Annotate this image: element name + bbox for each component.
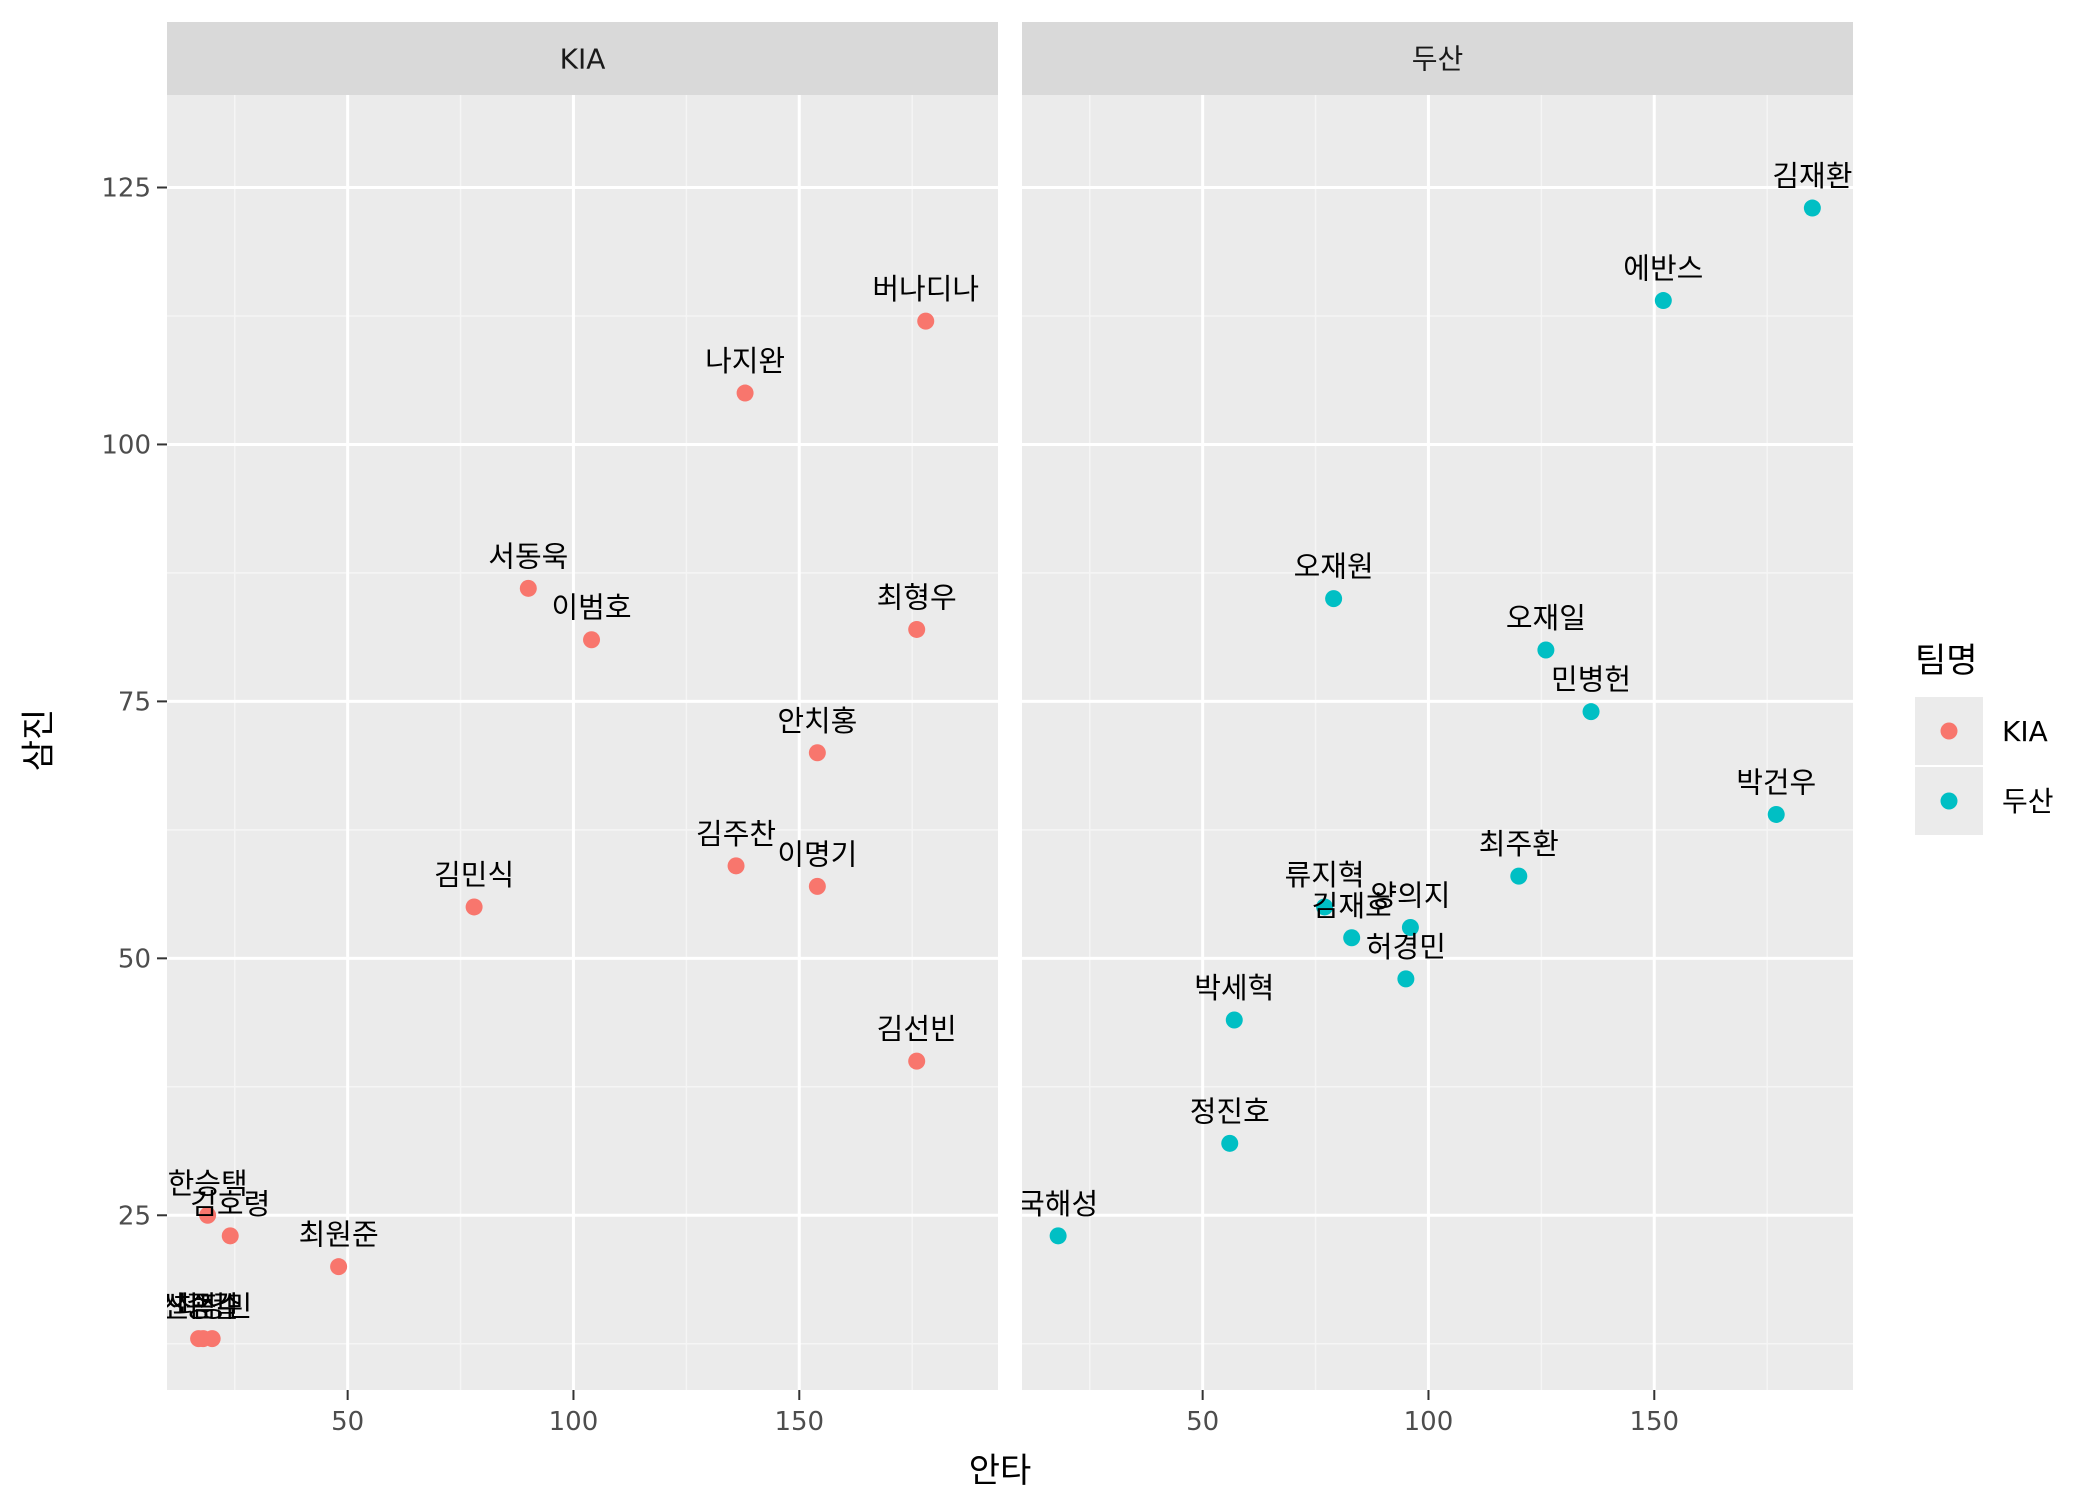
y-tick-label: 50: [118, 944, 151, 974]
data-point: [1537, 641, 1555, 659]
point-label: 박세혁: [1194, 971, 1274, 1005]
point-label: 서동욱: [488, 539, 568, 573]
point-label: 국해성: [1018, 1187, 1098, 1221]
point-label: 김재환: [1772, 159, 1852, 193]
point-label: 김민식: [434, 858, 514, 892]
panel-1: 두산 50 100 150 김재환에반스오재원오재일민병헌박건우최주환류지혁양의지김재호…: [1018, 22, 1853, 1437]
strip-background: [167, 22, 998, 95]
data-point: [1803, 199, 1821, 217]
point-label: 신종길: [159, 1290, 239, 1324]
point-label: 이범호: [552, 591, 632, 625]
data-point: [808, 877, 826, 895]
data-point: [1582, 703, 1600, 721]
panel-background: [167, 95, 998, 1390]
point-label: 박건우: [1736, 765, 1816, 799]
data-point: [519, 579, 537, 597]
data-point: [1325, 590, 1343, 608]
y-tick-label: 100: [101, 430, 151, 460]
y-tick-label: 75: [118, 687, 151, 717]
legend-label: 두산: [2002, 785, 2054, 818]
points-layer: 김재환에반스오재원오재일민병헌박건우최주환류지혁양의지김재호허경민박세혁정진호국…: [1018, 159, 1852, 1245]
point-label: 안치홍: [777, 704, 857, 738]
y-axis-title: 삼진: [19, 709, 59, 772]
data-point: [1767, 805, 1785, 823]
point-label: 김재호: [1312, 889, 1392, 923]
point-label: 나지완: [705, 344, 785, 378]
point-label: 류지혁: [1285, 858, 1365, 892]
x-tick-label: 50: [331, 1407, 364, 1437]
data-point: [221, 1227, 239, 1245]
data-point: [1397, 970, 1415, 988]
strip-label: KIA: [560, 43, 606, 76]
data-point: [1401, 919, 1419, 936]
x-tick-label: 50: [1186, 1407, 1219, 1437]
point-label: 최주환: [1479, 827, 1559, 861]
x-tick-label: 150: [774, 1407, 824, 1437]
point-label: 에반스: [1623, 252, 1703, 286]
legend-label: KIA: [2002, 715, 2048, 748]
point-label: 정진호: [1190, 1094, 1270, 1128]
point-label: 김주찬: [696, 817, 776, 851]
data-point: [1316, 898, 1334, 916]
data-point: [199, 1206, 217, 1224]
legend-key-point: [1940, 792, 1958, 810]
legend-key-point: [1940, 722, 1958, 740]
data-point: [1221, 1134, 1239, 1152]
data-point: [917, 312, 935, 330]
point-label: 양의지: [1370, 879, 1450, 913]
y-tick-label: 125: [101, 174, 151, 204]
data-point: [583, 631, 601, 649]
data-point: [465, 898, 483, 916]
data-point: [808, 744, 826, 762]
point-label: 민병헌: [1551, 663, 1631, 697]
x-tick-label: 100: [549, 1407, 599, 1437]
point-label: 한승택: [168, 1166, 248, 1200]
point-label: 오재일: [1506, 601, 1586, 635]
panel-background: [1022, 95, 1853, 1390]
strip-background: [1022, 22, 1853, 95]
data-point: [1510, 867, 1528, 885]
data-point: [736, 384, 754, 402]
data-point: [1343, 929, 1361, 947]
legend-title: 팀명: [1915, 641, 1978, 681]
point-label: 김호령: [190, 1187, 270, 1221]
data-point: [1225, 1011, 1243, 1029]
data-point: [330, 1258, 348, 1276]
data-point: [1654, 292, 1672, 310]
data-point: [908, 620, 926, 638]
x-axis-title: 안타: [969, 1451, 1032, 1491]
data-point: [203, 1330, 221, 1348]
point-label: 허경민: [1366, 930, 1446, 964]
data-point: [727, 857, 745, 875]
point-label: 신범수: [163, 1290, 243, 1324]
point-label: 최정민: [172, 1290, 252, 1324]
legend: 팀명 KIA 두산: [1915, 641, 2054, 835]
point-label: 이명기: [777, 837, 857, 871]
point-label: 최원준: [299, 1218, 379, 1252]
point-label: 오재원: [1294, 550, 1374, 584]
strip-label: 두산: [1412, 43, 1464, 76]
point-label: 최형우: [877, 580, 957, 614]
x-tick-label: 150: [1629, 1407, 1679, 1437]
x-tick-label: 100: [1404, 1407, 1454, 1437]
data-point: [908, 1052, 926, 1070]
point-label: 김선빈: [877, 1012, 957, 1046]
data-point: [1049, 1227, 1067, 1245]
point-label: 버나디나: [872, 272, 979, 306]
y-tick-label: 25: [118, 1201, 151, 1231]
